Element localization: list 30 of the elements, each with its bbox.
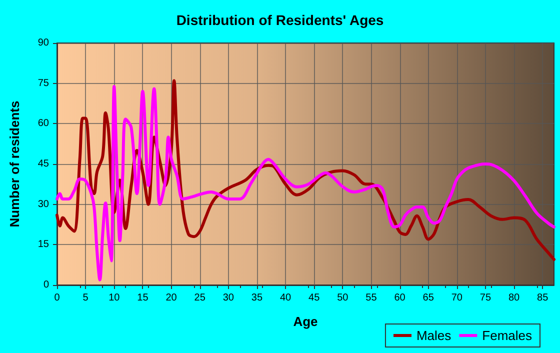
y-tick-label: 15	[38, 239, 50, 250]
x-tick-label: 25	[194, 292, 206, 304]
y-tick-label: 45	[38, 158, 50, 170]
x-tick-label: 70	[451, 292, 463, 304]
x-tick-label: 0	[54, 292, 60, 304]
x-tick-label: 30	[222, 292, 234, 304]
y-tick-label: 0	[43, 280, 50, 290]
y-tick-label: 90	[38, 38, 50, 48]
y-axis-title: Number of residents	[7, 100, 22, 228]
x-tick-label: 65	[422, 292, 434, 304]
x-tick-label: 75	[480, 292, 492, 304]
y-tick-label: 75	[38, 78, 50, 89]
legend-label: Females	[482, 328, 532, 343]
x-tick-label: 40	[280, 292, 292, 304]
x-tick-label: 55	[366, 292, 378, 304]
y-tick-label: 30	[38, 198, 50, 210]
x-tick-label: 5	[82, 292, 89, 304]
x-tick-label: 45	[308, 292, 320, 304]
x-tick-label: 60	[394, 292, 406, 304]
chart-title: Distribution of Residents' Ages	[176, 12, 384, 28]
x-tick-label: 10	[108, 292, 120, 304]
x-tick-label: 85	[537, 292, 549, 304]
x-tick-label: 50	[337, 292, 349, 304]
x-tick-label: 15	[137, 292, 149, 304]
y-tick-label: 60	[38, 118, 50, 130]
x-tick-label: 35	[251, 292, 263, 304]
x-axis-title: Age	[293, 314, 318, 329]
legend-label: Males	[416, 328, 452, 343]
x-tick-label: 80	[508, 292, 520, 304]
x-tick-label: 20	[166, 292, 178, 304]
